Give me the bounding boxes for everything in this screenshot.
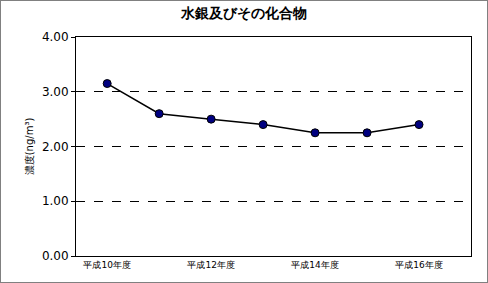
svg-text:平成10年度: 平成10年度 <box>83 260 130 270</box>
svg-text:4.00: 4.00 <box>42 30 69 44</box>
svg-text:平成14年度: 平成14年度 <box>291 260 338 270</box>
svg-text:2.00: 2.00 <box>42 140 69 154</box>
svg-text:1.00: 1.00 <box>42 194 69 208</box>
svg-text:濃度(ng/m³): 濃度(ng/m³) <box>24 118 35 176</box>
svg-text:平成16年度: 平成16年度 <box>395 260 442 270</box>
svg-text:3.00: 3.00 <box>42 85 69 99</box>
svg-text:水銀及びその化合物: 水銀及びその化合物 <box>180 5 307 21</box>
svg-text:平成12年度: 平成12年度 <box>187 260 234 270</box>
svg-text:0.00: 0.00 <box>42 249 69 263</box>
